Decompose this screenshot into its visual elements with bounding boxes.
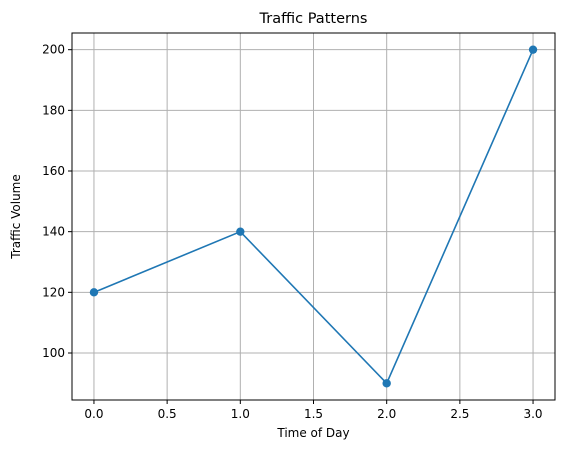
x-tick-label: 1.0 bbox=[231, 407, 250, 421]
y-tick-label: 200 bbox=[42, 43, 65, 57]
x-tick-label: 0.0 bbox=[84, 407, 103, 421]
y-tick-label: 140 bbox=[42, 225, 65, 239]
x-axis-label: Time of Day bbox=[276, 426, 349, 440]
axis-ticks: 0.0 0.5 1.0 1.5 2.0 2.5 3.0 100 120 140 160 180 200 bbox=[42, 43, 542, 421]
grid bbox=[72, 33, 555, 400]
x-tick-label: 2.5 bbox=[450, 407, 469, 421]
data-point bbox=[236, 227, 245, 236]
x-tick-label: 3.0 bbox=[523, 407, 542, 421]
y-tick-label: 100 bbox=[42, 346, 65, 360]
y-tick-label: 160 bbox=[42, 164, 65, 178]
data-point bbox=[528, 45, 538, 54]
plot-area-frame bbox=[71, 32, 556, 401]
x-tick-label: 0.5 bbox=[158, 407, 177, 421]
y-tick-label: 180 bbox=[42, 103, 65, 117]
series-line bbox=[93, 49, 534, 385]
x-tick-label: 2.0 bbox=[377, 407, 396, 421]
data-point bbox=[89, 288, 99, 297]
chart-title: Traffic Patterns bbox=[259, 11, 368, 27]
y-axis-label: Traffic Volume bbox=[9, 174, 23, 260]
data-series bbox=[89, 45, 538, 388]
x-tick-label: 1.5 bbox=[304, 407, 323, 421]
y-tick-label: 120 bbox=[42, 285, 65, 299]
data-point bbox=[382, 379, 391, 388]
